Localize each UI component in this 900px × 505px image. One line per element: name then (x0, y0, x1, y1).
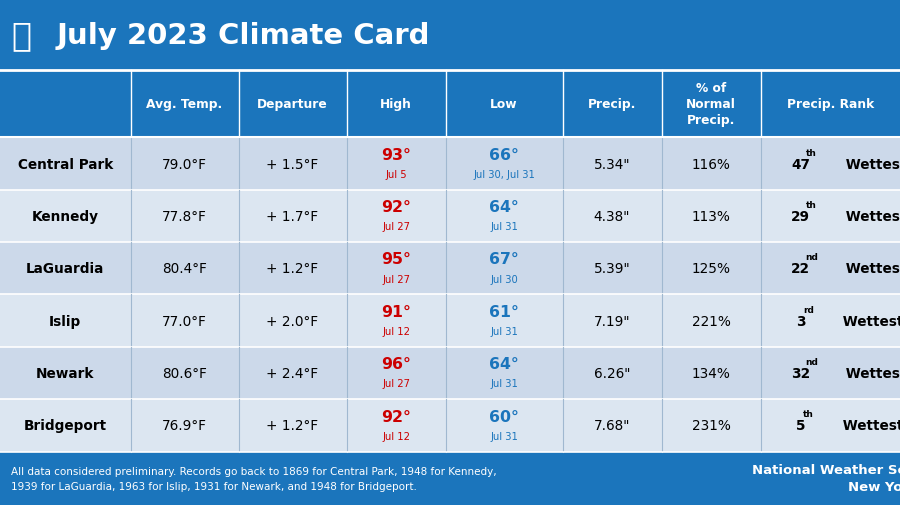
Text: 95°: 95° (381, 252, 411, 267)
Text: Wettest: Wettest (841, 210, 900, 224)
Text: 125%: 125% (691, 262, 731, 276)
Text: 116%: 116% (691, 157, 731, 171)
Text: 113%: 113% (691, 210, 731, 224)
Text: 5.39": 5.39" (594, 262, 630, 276)
Text: 134%: 134% (691, 366, 731, 380)
Text: July 2023 Climate Card: July 2023 Climate Card (57, 22, 430, 49)
Text: Precip.: Precip. (588, 98, 636, 111)
Text: 64°: 64° (489, 357, 519, 371)
Bar (0, 138, 900, 190)
Text: + 1.7°F: + 1.7°F (266, 210, 319, 224)
Text: 77.0°F: 77.0°F (162, 314, 207, 328)
Text: 80.4°F: 80.4°F (162, 262, 207, 276)
Text: 32: 32 (791, 366, 810, 380)
Text: 67°: 67° (489, 252, 519, 267)
Text: 80.6°F: 80.6°F (162, 366, 207, 380)
Text: Bridgeport: Bridgeport (23, 419, 107, 433)
Text: + 2.4°F: + 2.4°F (266, 366, 319, 380)
Text: nd: nd (805, 358, 818, 366)
Text: High: High (380, 98, 412, 111)
Text: 29th Wettest: 29th Wettest (780, 210, 880, 224)
Text: Central Park: Central Park (18, 157, 112, 171)
Text: Departure: Departure (257, 98, 328, 111)
Text: Jul 31: Jul 31 (491, 326, 518, 336)
Text: 5: 5 (796, 419, 806, 433)
Text: National Weather Service
New York NY: National Weather Service New York NY (752, 464, 900, 493)
Text: All data considered preliminary. Records go back to 1869 for Central Park, 1948 : All data considered preliminary. Records… (11, 466, 497, 490)
Text: 66°: 66° (489, 147, 519, 162)
Text: Jul 31: Jul 31 (491, 222, 518, 232)
Bar (0, 399, 900, 452)
Text: Jul 31: Jul 31 (491, 431, 518, 441)
Text: 91°: 91° (381, 304, 411, 319)
Text: 96°: 96° (381, 357, 411, 371)
Text: Avg. Temp.: Avg. Temp. (147, 98, 222, 111)
Text: 5th Wettest: 5th Wettest (785, 419, 876, 433)
Text: th: th (806, 200, 817, 210)
Text: Jul 31: Jul 31 (491, 379, 518, 389)
Text: Precip. Rank: Precip. Rank (787, 98, 874, 111)
Text: Jul 27: Jul 27 (382, 274, 410, 284)
Text: Low: Low (491, 98, 518, 111)
Text: 7.68": 7.68" (594, 419, 630, 433)
Text: 93°: 93° (381, 147, 411, 162)
Text: 92°: 92° (381, 199, 411, 215)
Text: + 1.2°F: + 1.2°F (266, 419, 319, 433)
Text: th: th (803, 410, 814, 419)
Text: + 1.5°F: + 1.5°F (266, 157, 319, 171)
Text: Jul 30, Jul 31: Jul 30, Jul 31 (473, 170, 535, 180)
Bar (0, 452, 900, 505)
Text: 231%: 231% (691, 419, 731, 433)
Text: 29: 29 (791, 210, 810, 224)
Text: 22: 22 (791, 262, 810, 276)
Text: 77.8°F: 77.8°F (162, 210, 207, 224)
Text: + 1.2°F: + 1.2°F (266, 262, 319, 276)
Bar (0, 347, 900, 399)
Text: Jul 27: Jul 27 (382, 379, 410, 389)
Text: 64°: 64° (489, 199, 519, 215)
Text: Wettest: Wettest (841, 366, 900, 380)
Bar (0, 190, 900, 242)
Text: rd: rd (803, 305, 814, 314)
Text: 79.0°F: 79.0°F (162, 157, 207, 171)
Text: Wettest: Wettest (841, 157, 900, 171)
Text: 61°: 61° (489, 304, 519, 319)
Text: Jul 27: Jul 27 (382, 222, 410, 232)
Text: Jul 12: Jul 12 (382, 326, 410, 336)
Text: 221%: 221% (691, 314, 731, 328)
Text: Jul 5: Jul 5 (385, 170, 407, 180)
Text: 22nd Wettest: 22nd Wettest (778, 262, 882, 276)
Text: 6.26": 6.26" (594, 366, 630, 380)
Bar (0, 0, 900, 71)
Text: nd: nd (805, 253, 818, 262)
Text: Newark: Newark (36, 366, 94, 380)
Text: 🌡: 🌡 (12, 19, 32, 52)
Text: 60°: 60° (489, 409, 519, 424)
Text: 7.19": 7.19" (594, 314, 630, 328)
Text: Jul 30: Jul 30 (491, 274, 518, 284)
Text: 5.34": 5.34" (594, 157, 630, 171)
Text: 4.38": 4.38" (594, 210, 630, 224)
Text: Islip: Islip (50, 314, 81, 328)
Text: 76.9°F: 76.9°F (162, 419, 207, 433)
Text: Wettest: Wettest (838, 419, 900, 433)
Bar (0, 71, 900, 138)
Text: Jul 12: Jul 12 (382, 431, 410, 441)
Text: LaGuardia: LaGuardia (26, 262, 104, 276)
Text: 47th Wettest: 47th Wettest (780, 157, 880, 171)
Bar (0, 295, 900, 347)
Text: 3rd Wettest: 3rd Wettest (785, 314, 876, 328)
Bar (0, 242, 900, 295)
Text: % of
Normal
Precip.: % of Normal Precip. (686, 82, 736, 127)
Text: Wettest: Wettest (838, 314, 900, 328)
Text: Kennedy: Kennedy (32, 210, 99, 224)
Text: 32nd Wettest: 32nd Wettest (778, 366, 882, 380)
Text: 92°: 92° (381, 409, 411, 424)
Text: Wettest: Wettest (841, 262, 900, 276)
Text: + 2.0°F: + 2.0°F (266, 314, 319, 328)
Text: 47: 47 (791, 157, 810, 171)
Text: th: th (806, 148, 817, 157)
Text: 3: 3 (796, 314, 806, 328)
